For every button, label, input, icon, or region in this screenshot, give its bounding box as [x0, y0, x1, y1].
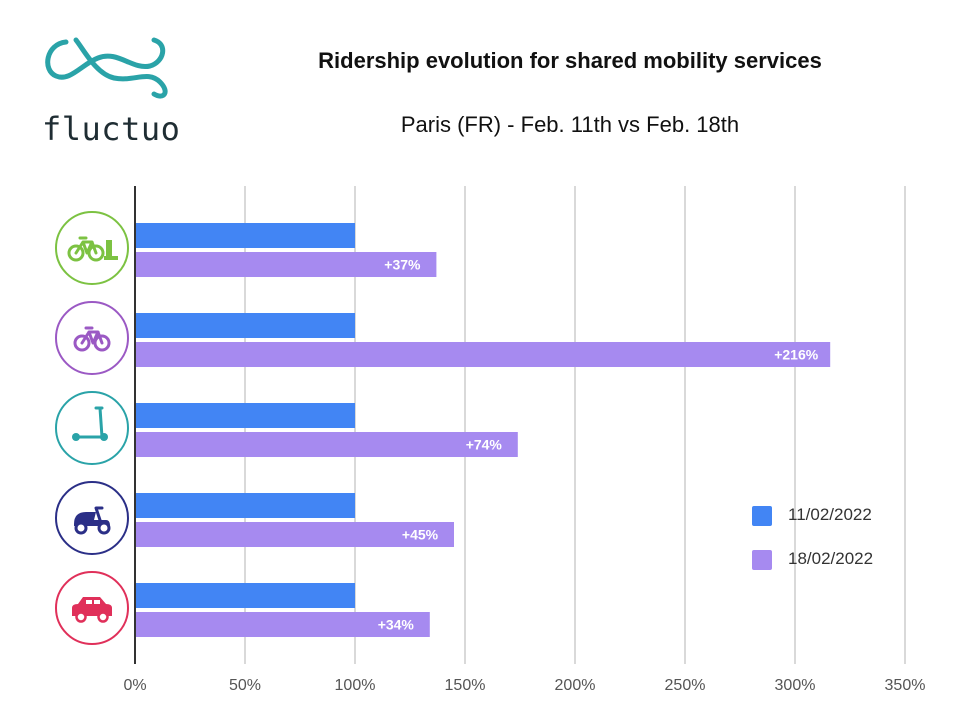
docked-bike-icon: [67, 236, 118, 262]
bar: [136, 612, 430, 637]
bar: [136, 252, 437, 277]
data-label: +45%: [402, 527, 439, 543]
category-badge: [55, 391, 129, 465]
chart-title: Ridership evolution for shared mobility …: [318, 48, 822, 73]
logo-wordmark: fluctuo: [42, 110, 181, 148]
data-label: +216%: [774, 347, 819, 363]
bar: [136, 522, 454, 547]
x-tick-label: 0%: [123, 677, 146, 694]
x-tick-label: 300%: [775, 677, 816, 694]
legend-swatch-1: [752, 506, 772, 526]
x-tick-label: 350%: [885, 677, 926, 694]
wave-logo-icon: [45, 37, 168, 99]
legend-label-1: 11/02/2022: [788, 505, 872, 524]
bike-icon: [73, 326, 111, 352]
legend-label-2: 18/02/2022: [788, 549, 874, 568]
bar: [136, 432, 518, 457]
bar: [136, 313, 355, 338]
x-tick-label: 150%: [445, 677, 486, 694]
chart-subtitle: Paris (FR) - Feb. 11th vs Feb. 18th: [400, 112, 740, 137]
x-tick-label: 50%: [229, 677, 261, 694]
data-label: +74%: [466, 437, 503, 453]
fluctuo-logo: fluctuo: [36, 30, 186, 150]
bar: [136, 342, 831, 367]
bar: [136, 223, 355, 248]
bar: [136, 583, 355, 608]
x-tick-label: 200%: [555, 677, 596, 694]
car-icon: [72, 597, 112, 623]
data-label: +34%: [378, 617, 415, 633]
x-tick-label: 250%: [665, 677, 706, 694]
bar: [136, 403, 355, 428]
x-tick-label: 100%: [335, 677, 376, 694]
data-label: +37%: [384, 257, 421, 273]
moped-icon: [74, 506, 111, 535]
legend-swatch-2: [752, 550, 772, 570]
bar: [136, 493, 355, 518]
scooter-icon: [72, 406, 108, 441]
bar-chart: 0% 50% 100% 150% 200% 250% 300% 350% +37% +216% +7…: [55, 186, 926, 694]
